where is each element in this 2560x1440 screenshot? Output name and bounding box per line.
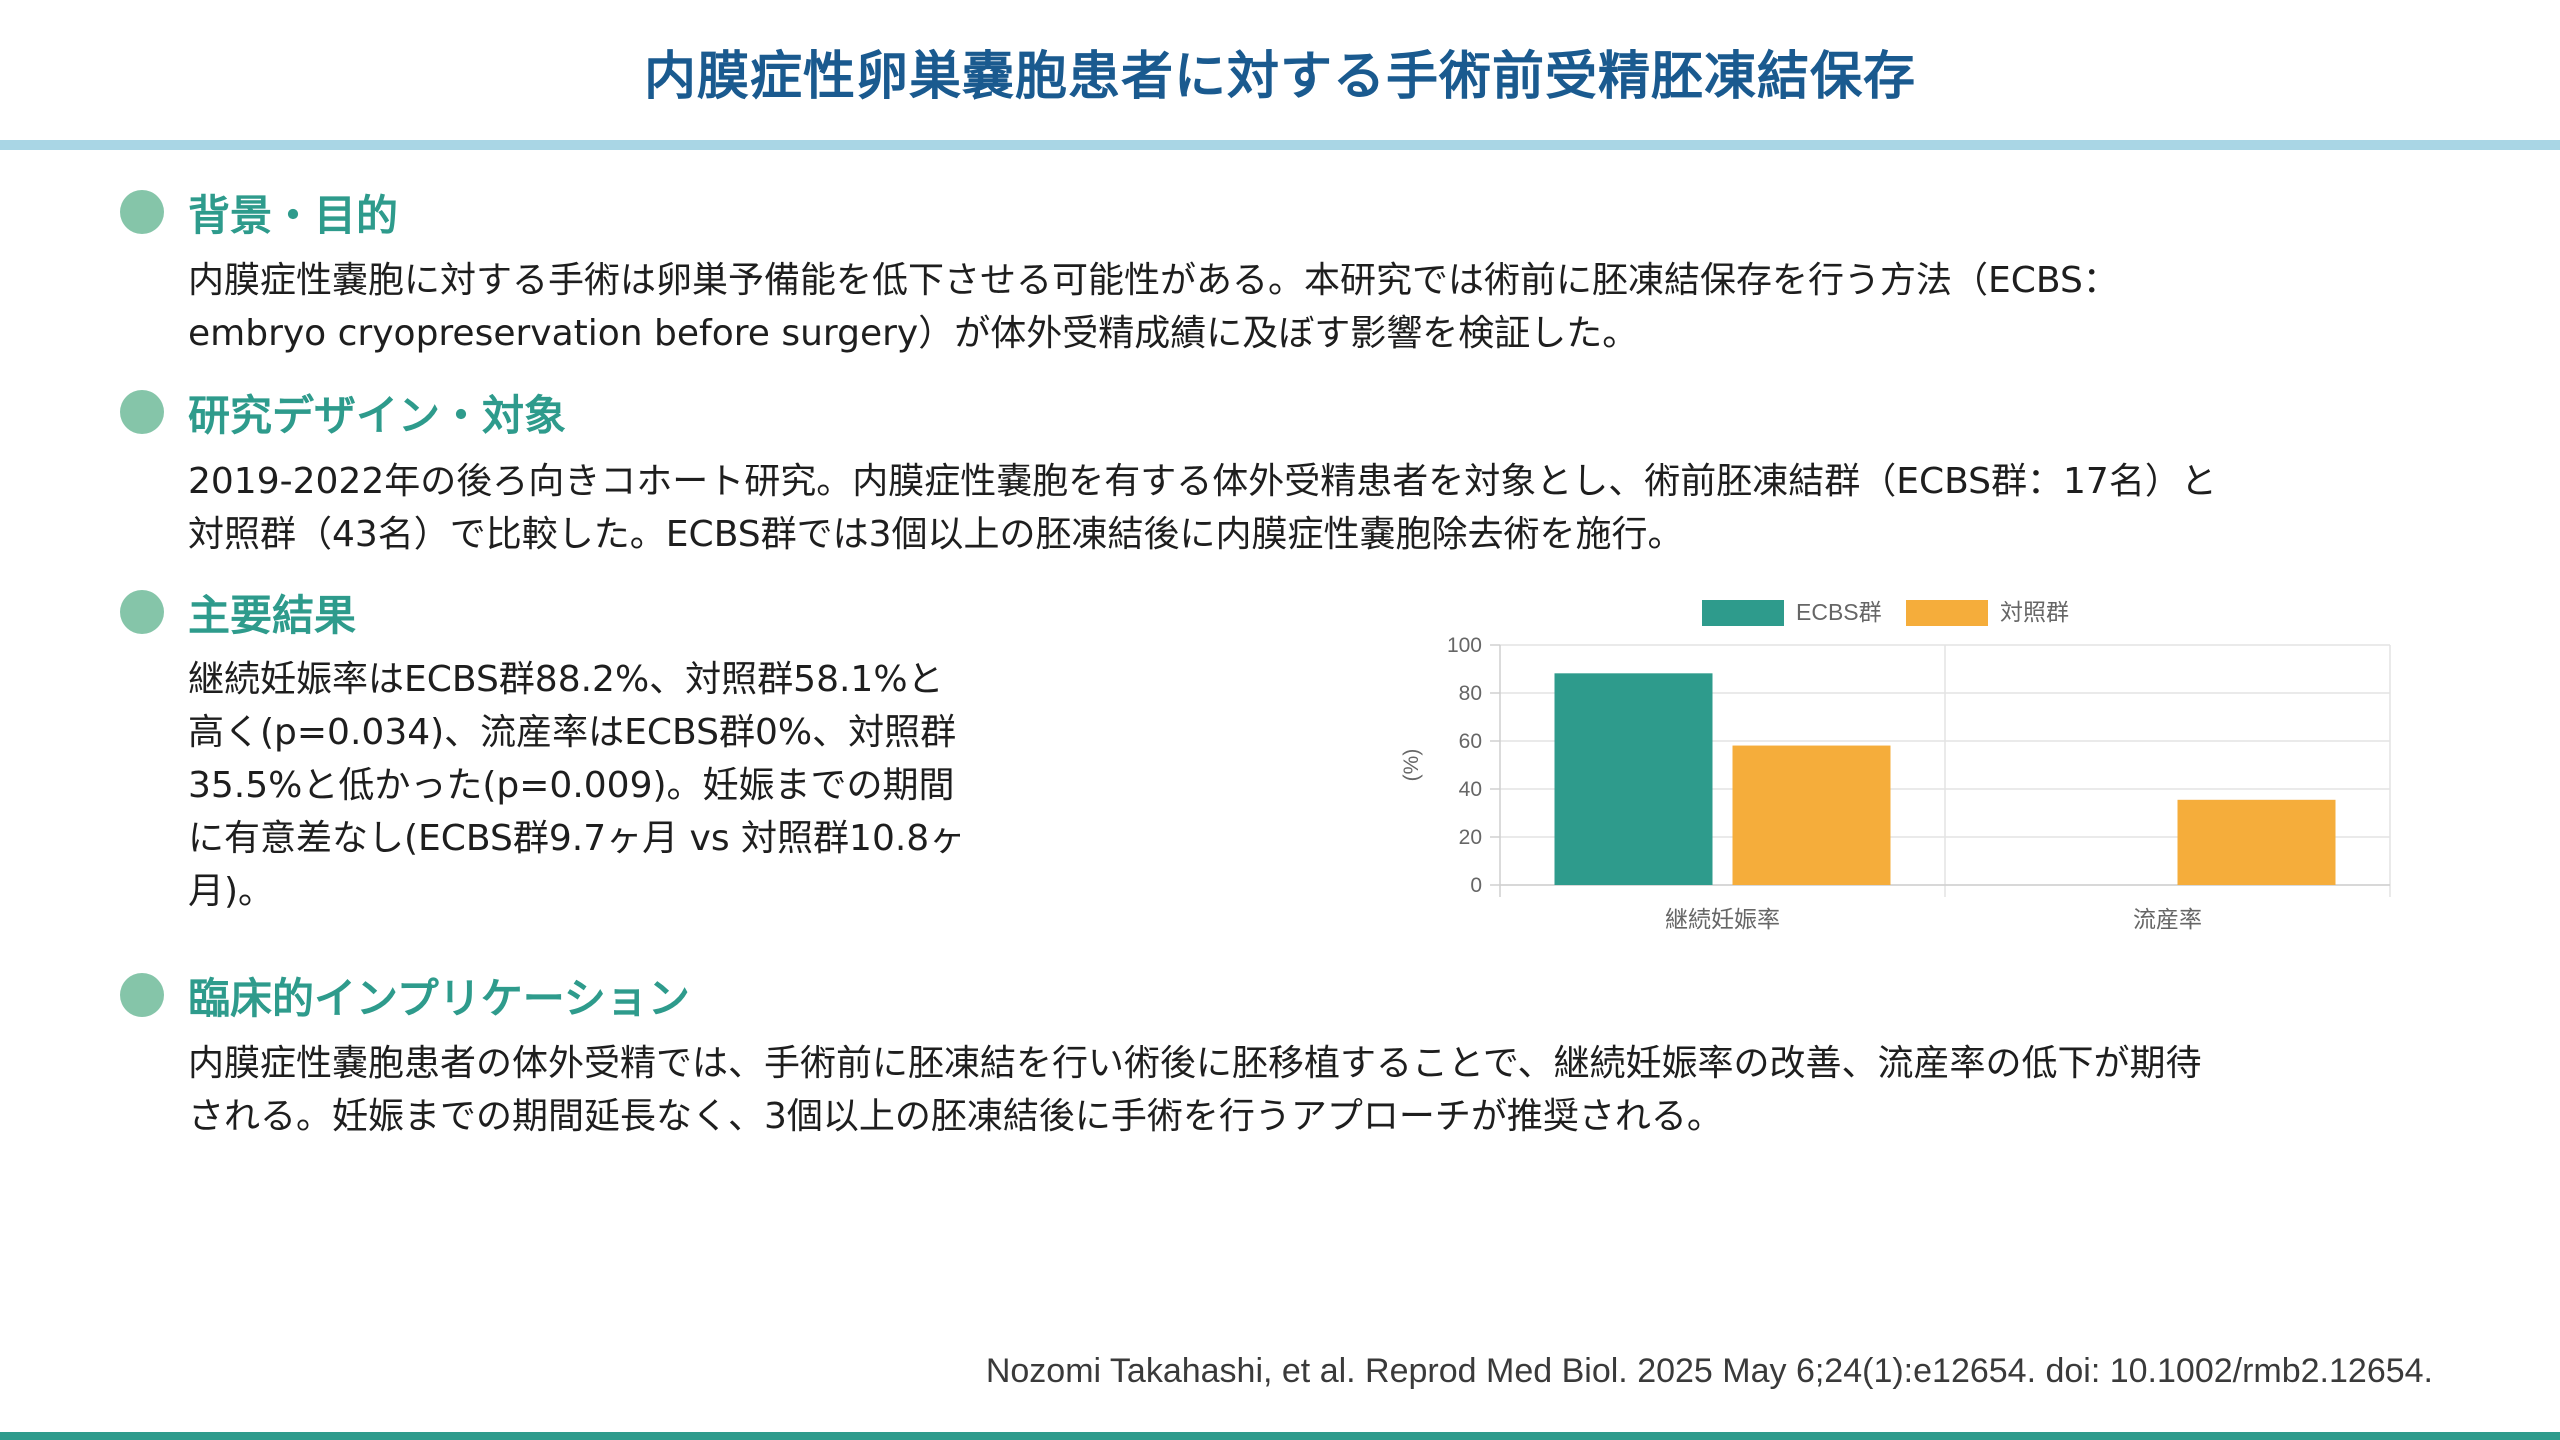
body-line: 月)。 [188,871,275,912]
body-line: に有意差なし(ECBS群9.7ヶ月 vs 対照群10.8ヶ [188,818,966,859]
section-bullet-dot [120,190,164,234]
results-bar-chart: 0 20 40 60 80 100 継続妊娠率 流産率 (%) ECBS群 対照群 [1380,580,2410,950]
y-tick-label: 80 [1459,682,1482,705]
body-line: embryo cryopreservation before surgery）が… [188,313,1639,354]
section-body-implications: 内膜症性嚢胞患者の体外受精では、手術前に胚凍結を行い術後に胚移植することで、継続… [188,1037,2448,1143]
body-line: 高く(p=0.034)、流産率はECBS群0%、対照群 [188,712,957,753]
x-category-label: 継続妊娠率 [1665,906,1780,932]
section-body-design: 2019-2022年の後ろ向きコホート研究。内膜症性嚢胞を有する体外受精患者を対… [188,455,2448,561]
y-tick-label: 0 [1470,874,1482,897]
page-title: 内膜症性卵巣嚢胞患者に対する手術前受精胚凍結保存 [643,47,1916,107]
body-line: 2019-2022年の後ろ向きコホート研究。内膜症性嚢胞を有する体外受精患者を対… [188,461,2217,502]
body-line: 対照群（43名）で比較した。ECBS群では3個以上の胚凍結後に内膜症性嚢胞除去術… [188,514,1684,555]
section-body-results: 継続妊娠率はECBS群88.2%、対照群58.1%と 高く(p=0.034)、流… [188,653,1008,918]
section-heading-implications: 臨床的インプリケーション [188,974,690,1023]
bar-ecbs [1554,673,1713,885]
section-heading-results: 主要結果 [188,591,357,640]
section-body-background: 内膜症性嚢胞に対する手術は卵巣予備能を低下させる可能性がある。本研究では術前に胚… [188,254,2448,360]
header-divider [0,140,2560,150]
citation: Nozomi Takahashi, et al. Reprod Med Biol… [985,1352,2433,1390]
section-bullet-dot [120,390,164,434]
bar-control [1732,745,1891,885]
bar-chart-svg: 0 20 40 60 80 100 継続妊娠率 流産率 (%) ECBS群 対照群 [1400,599,2391,932]
legend-swatch [1702,600,1784,626]
body-line: 内膜症性嚢胞に対する手術は卵巣予備能を低下させる可能性がある。本研究では術前に胚… [188,260,2119,301]
section-heading-background: 背景・目的 [188,191,399,240]
body-line: 内膜症性嚢胞患者の体外受精では、手術前に胚凍結を行い術後に胚移植することで、継続… [188,1043,2202,1084]
footer-bar [0,1432,2560,1440]
bar-control [2177,799,2336,885]
body-line: 継続妊娠率はECBS群88.2%、対照群58.1%と [188,659,944,700]
y-tick-label: 40 [1459,778,1482,801]
y-tick-label: 100 [1447,634,1482,657]
y-tick-label: 20 [1459,826,1482,849]
body-line: される。妊娠までの期間延長なく、3個以上の胚凍結後に手術を行うアプローチが推奨さ… [188,1096,1723,1137]
section-bullet-dot [120,590,164,634]
y-axis-title: (%) [1400,749,1423,782]
body-line: 35.5%と低かった(p=0.009)。妊娠までの期間 [188,765,955,806]
legend-label: 対照群 [2000,599,2069,625]
x-category-label: 流産率 [2133,906,2202,932]
legend-label: ECBS群 [1796,599,1882,625]
section-bullet-dot [120,973,164,1017]
legend-swatch [1906,600,1988,626]
y-tick-label: 60 [1459,730,1482,753]
section-heading-design: 研究デザイン・対象 [188,391,567,440]
